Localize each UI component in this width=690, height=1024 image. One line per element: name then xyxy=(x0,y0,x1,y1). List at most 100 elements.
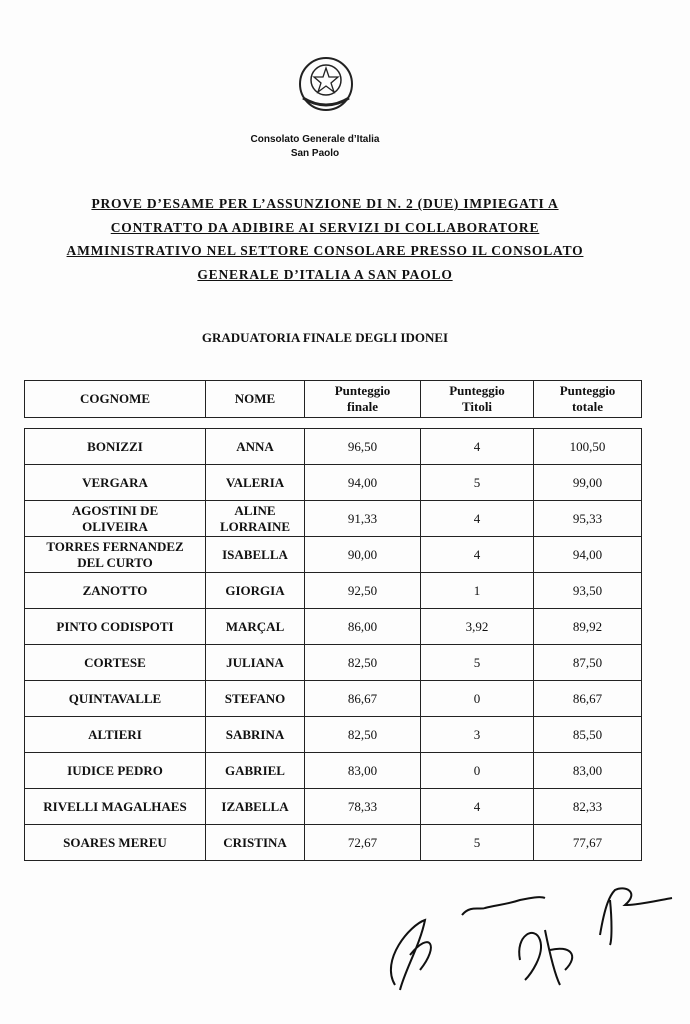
table-row: VERGARA VALERIA 94,00 5 99,00 xyxy=(24,464,642,501)
header-cell: Punteggio finale xyxy=(304,380,421,418)
table-cell: CORTESE xyxy=(24,644,206,681)
cell-text: ALTIERI xyxy=(88,726,142,742)
cell-text: 83,00 xyxy=(572,762,603,778)
header-text: NOME xyxy=(234,391,276,406)
cell-text: 78,33 xyxy=(347,798,378,814)
table-cell: 3,92 xyxy=(420,608,534,645)
table-row: IUDICE PEDRO GABRIEL 83,00 0 83,00 xyxy=(24,752,642,789)
cell-text: IZABELLA xyxy=(221,798,289,814)
table-row: CORTESE JULIANA 82,50 5 87,50 xyxy=(24,644,642,681)
table-row: ALTIERI SABRINA 82,50 3 85,50 xyxy=(24,716,642,753)
table-cell: 83,00 xyxy=(304,752,421,789)
cell-text: 82,33 xyxy=(572,798,603,814)
table-cell: 86,67 xyxy=(533,680,642,717)
table-cell: 83,00 xyxy=(533,752,642,789)
cell-text: 5 xyxy=(473,654,481,670)
table-cell: 92,50 xyxy=(304,572,421,609)
cell-text: 86,67 xyxy=(572,690,603,706)
table-header: COGNOME NOME Punteggio finale Punteggio Tit… xyxy=(24,380,642,418)
table-cell: 4 xyxy=(420,428,534,465)
cell-text: 4 xyxy=(473,546,481,562)
table-cell: 5 xyxy=(420,644,534,681)
header-text: Punteggio Titoli xyxy=(449,383,505,414)
cell-text: CRISTINA xyxy=(223,834,287,850)
cell-text: 4 xyxy=(473,510,481,526)
cell-text: 87,50 xyxy=(572,654,603,670)
cell-text: 0 xyxy=(473,762,481,778)
table-cell: 78,33 xyxy=(304,788,421,825)
cell-text: 77,67 xyxy=(572,834,603,850)
table-cell: 77,67 xyxy=(533,824,642,861)
table-cell: 94,00 xyxy=(304,464,421,501)
table-cell: 72,67 xyxy=(304,824,421,861)
table-row: SOARES MEREU CRISTINA 72,67 5 77,67 xyxy=(24,824,642,861)
header-cell: Punteggio totale xyxy=(533,380,642,418)
cell-text: SOARES MEREU xyxy=(63,834,167,850)
cell-text: 3,92 xyxy=(465,618,489,634)
title-text: CONTRATTO DA ADIBIRE AI SERVIZI DI COLLA… xyxy=(110,219,540,235)
header-text: Punteggio finale xyxy=(334,383,391,414)
header-cell: NOME xyxy=(205,380,305,418)
table-row: AGOSTINI DE OLIVEIRA ALINE LORRAINE 91,33 4… xyxy=(24,500,642,537)
table-cell: 0 xyxy=(420,680,534,717)
table-cell: 1 xyxy=(420,572,534,609)
table-cell: 86,00 xyxy=(304,608,421,645)
city: San Paolo xyxy=(290,148,340,159)
cell-text: 4 xyxy=(473,798,481,814)
table-cell: RIVELLI MAGALHAES xyxy=(24,788,206,825)
cell-text: 100,50 xyxy=(569,438,606,454)
table-cell: ISABELLA xyxy=(205,536,305,573)
table-row: BONIZZI ANNA 96,50 4 100,50 xyxy=(24,428,642,465)
cell-text: VALERIA xyxy=(225,474,285,490)
table-cell: STEFANO xyxy=(205,680,305,717)
table-row: QUINTAVALLE STEFANO 86,67 0 86,67 xyxy=(24,680,642,717)
header-text: COGNOME xyxy=(79,391,151,406)
header-text: Punteggio totale xyxy=(559,383,616,414)
table-body: BONIZZI ANNA 96,50 4 100,50 VERGARA VALERIA 94,… xyxy=(24,428,642,861)
cell-text: AGOSTINI DE OLIVEIRA xyxy=(71,502,159,534)
table-cell: 4 xyxy=(420,500,534,537)
title-text: AMMINISTRATIVO NEL SETTORE CONSOLARE PRE… xyxy=(66,243,584,258)
cell-text: 93,50 xyxy=(572,582,603,598)
cell-text: VERGARA xyxy=(82,474,148,490)
cell-text: 99,00 xyxy=(572,474,603,490)
table-cell: BONIZZI xyxy=(24,428,206,465)
cell-text: ZANOTTO xyxy=(82,582,148,598)
cell-text: 91,33 xyxy=(347,510,378,526)
table-cell: 3 xyxy=(420,716,534,753)
table-row: RIVELLI MAGALHAES IZABELLA 78,33 4 82,33 xyxy=(24,788,642,825)
table-row: ZANOTTO GIORGIA 92,50 1 93,50 xyxy=(24,572,642,609)
table-cell: SOARES MEREU xyxy=(24,824,206,861)
table-cell: 87,50 xyxy=(533,644,642,681)
table-row: PINTO CODISPOTI MARÇAL 86,00 3,92 89,92 xyxy=(24,608,642,645)
table-cell: ZANOTTO xyxy=(24,572,206,609)
subtitle: GRADUATORIA FINALE DEGLI IDONEI xyxy=(201,330,449,345)
cell-text: CORTESE xyxy=(84,654,146,670)
table-cell: 96,50 xyxy=(304,428,421,465)
cell-text: 92,50 xyxy=(347,582,378,598)
table-cell: VALERIA xyxy=(205,464,305,501)
cell-text: 0 xyxy=(473,690,481,706)
table-cell: IUDICE PEDRO xyxy=(24,752,206,789)
table-row: TORRES FERNANDEZ DEL CURTO ISABELLA 90,00 4… xyxy=(24,536,642,573)
cell-text: MARÇAL xyxy=(225,618,285,634)
cell-text: 94,00 xyxy=(347,474,378,490)
cell-text: TORRES FERNANDEZ DEL CURTO xyxy=(46,538,184,570)
header-cell: Punteggio Titoli xyxy=(420,380,534,418)
cell-text: 1 xyxy=(473,582,481,598)
table-cell: PINTO CODISPOTI xyxy=(24,608,206,645)
table-cell: JULIANA xyxy=(205,644,305,681)
table-cell: ANNA xyxy=(205,428,305,465)
table-cell: 0 xyxy=(420,752,534,789)
table-cell: SABRINA xyxy=(205,716,305,753)
table-cell: 4 xyxy=(420,536,534,573)
table-cell: AGOSTINI DE OLIVEIRA xyxy=(24,500,206,537)
title-line: GENERALE D’ITALIA A SAN PAOLO xyxy=(0,263,650,287)
cell-text: 90,00 xyxy=(347,546,378,562)
cell-text: IUDICE PEDRO xyxy=(67,762,163,778)
cell-text: JULIANA xyxy=(226,654,284,670)
cell-text: RIVELLI MAGALHAES xyxy=(43,798,187,814)
cell-text: ANNA xyxy=(236,438,274,454)
cell-text: 96,50 xyxy=(347,438,378,454)
